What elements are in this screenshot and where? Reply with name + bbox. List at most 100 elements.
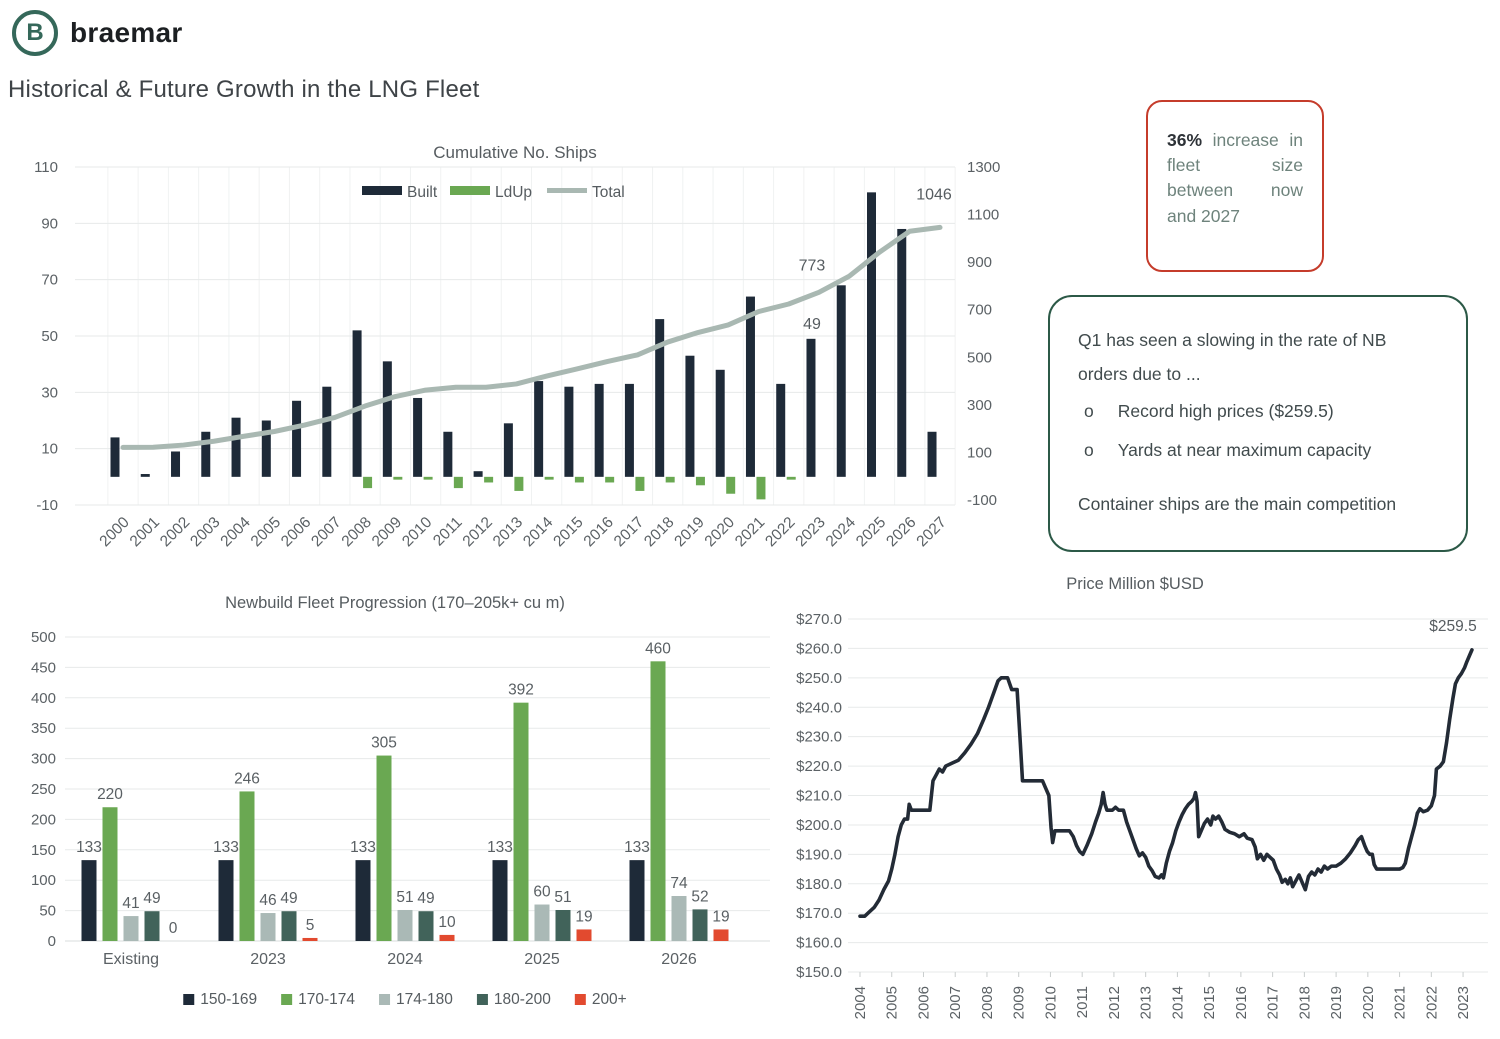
- svg-text:74: 74: [670, 875, 688, 892]
- svg-text:150-169: 150-169: [200, 991, 257, 1008]
- svg-text:2017: 2017: [1265, 986, 1282, 1019]
- svg-text:2017: 2017: [611, 514, 647, 550]
- svg-text:2009: 2009: [369, 514, 405, 550]
- nb-orders-bullet-1: Record high prices ($259.5): [1117, 401, 1334, 422]
- braemar-b-icon: B: [12, 10, 58, 56]
- svg-text:$180.0: $180.0: [796, 876, 842, 893]
- svg-text:30: 30: [41, 384, 58, 401]
- list-item: o Yards at near maximum capacity: [1084, 438, 1440, 463]
- svg-text:LdUp: LdUp: [495, 184, 532, 201]
- svg-text:2003: 2003: [187, 514, 223, 550]
- brand-header: B braemar: [12, 10, 183, 56]
- svg-text:2013: 2013: [490, 514, 526, 550]
- svg-text:49: 49: [280, 890, 297, 907]
- svg-text:2015: 2015: [550, 514, 586, 550]
- bullet-o-icon: o: [1084, 439, 1094, 460]
- x-axis-labels: Existing 2023 2024 2025 2026: [103, 951, 697, 968]
- svg-text:2008: 2008: [339, 514, 375, 550]
- svg-text:133: 133: [213, 839, 239, 856]
- svg-text:52: 52: [691, 888, 708, 905]
- svg-text:2007: 2007: [308, 514, 344, 550]
- svg-text:$170.0: $170.0: [796, 905, 842, 922]
- svg-text:2019: 2019: [1328, 986, 1345, 1019]
- svg-text:2025: 2025: [853, 514, 889, 550]
- svg-text:174-180: 174-180: [396, 991, 453, 1008]
- svg-text:41: 41: [122, 895, 139, 912]
- page-title: Historical & Future Growth in the LNG Fl…: [8, 76, 480, 103]
- svg-text:2025: 2025: [524, 951, 560, 968]
- svg-text:150: 150: [31, 842, 56, 859]
- svg-text:51: 51: [396, 889, 413, 906]
- svg-text:2020: 2020: [1360, 986, 1377, 1019]
- svg-text:2016: 2016: [1233, 986, 1250, 1019]
- svg-text:133: 133: [624, 839, 650, 856]
- svg-text:5: 5: [306, 917, 315, 934]
- svg-text:$270.0: $270.0: [796, 611, 842, 628]
- svg-text:2006: 2006: [915, 986, 932, 1019]
- svg-text:2015: 2015: [1201, 986, 1218, 1019]
- svg-text:$210.0: $210.0: [796, 788, 842, 805]
- svg-text:500: 500: [967, 349, 992, 366]
- svg-text:305: 305: [371, 735, 397, 752]
- bars-180-200: 49 49 49 51 52: [143, 888, 709, 941]
- svg-text:2024: 2024: [823, 514, 860, 551]
- svg-text:2020: 2020: [702, 514, 739, 551]
- nb-orders-bullet-list: o Record high prices ($259.5) o Yards at…: [1084, 399, 1440, 463]
- svg-text:700: 700: [967, 302, 992, 319]
- svg-text:300: 300: [31, 751, 56, 768]
- braemar-b-letter: B: [26, 19, 44, 46]
- svg-text:300: 300: [967, 397, 992, 414]
- svg-text:2022: 2022: [762, 514, 798, 550]
- svg-text:200: 200: [31, 811, 56, 828]
- svg-text:133: 133: [487, 839, 513, 856]
- svg-text:2024: 2024: [387, 951, 423, 968]
- svg-text:2006: 2006: [278, 514, 314, 550]
- svg-text:0: 0: [169, 920, 178, 937]
- svg-text:133: 133: [76, 839, 102, 856]
- svg-text:350: 350: [31, 720, 56, 737]
- svg-text:19: 19: [712, 908, 729, 925]
- svg-text:1300: 1300: [967, 159, 1000, 176]
- svg-text:2000: 2000: [96, 514, 133, 551]
- svg-text:2023: 2023: [792, 514, 828, 550]
- svg-text:10: 10: [438, 914, 456, 931]
- svg-text:19: 19: [575, 908, 592, 925]
- chart-title: Cumulative No. Ships: [433, 143, 596, 162]
- svg-text:$240.0: $240.0: [796, 699, 842, 716]
- svg-text:$190.0: $190.0: [796, 846, 842, 863]
- svg-text:$260.0: $260.0: [796, 640, 842, 657]
- svg-text:49: 49: [143, 890, 160, 907]
- cumulative-ships-chart: 110 90 70 50 30 10 -10 1300 1100 900 700 500 300 100 -…: [34, 143, 1000, 551]
- nb-orders-footer: Container ships are the main competition: [1078, 494, 1397, 514]
- gridlines: [75, 166, 956, 506]
- svg-text:10: 10: [41, 441, 58, 458]
- svg-text:$160.0: $160.0: [796, 935, 842, 952]
- svg-text:1046: 1046: [916, 186, 952, 203]
- svg-text:2023: 2023: [250, 951, 286, 968]
- svg-text:Built: Built: [407, 184, 438, 201]
- svg-text:2022: 2022: [1423, 986, 1440, 1019]
- svg-text:-10: -10: [36, 497, 58, 514]
- svg-text:0: 0: [48, 933, 56, 950]
- svg-text:70: 70: [41, 272, 58, 289]
- svg-text:Total: Total: [592, 184, 625, 201]
- svg-text:2021: 2021: [732, 514, 768, 550]
- svg-text:$220.0: $220.0: [796, 758, 842, 775]
- svg-text:90: 90: [41, 215, 58, 232]
- svg-text:49: 49: [803, 316, 821, 333]
- price-chart: Price Million $USD $270.0 $260.0 $250.0 $240…: [796, 575, 1488, 1019]
- svg-text:200+: 200+: [592, 991, 627, 1008]
- bars-200+: 0 5 10 19 19: [169, 908, 730, 941]
- svg-text:100: 100: [31, 872, 56, 889]
- svg-text:2026: 2026: [883, 514, 919, 550]
- svg-text:2019: 2019: [671, 514, 707, 550]
- svg-text:170-174: 170-174: [298, 991, 355, 1008]
- svg-text:2007: 2007: [947, 986, 964, 1019]
- svg-text:2027: 2027: [913, 514, 949, 550]
- svg-text:50: 50: [41, 328, 58, 345]
- svg-text:2005: 2005: [248, 514, 284, 550]
- svg-text:900: 900: [967, 254, 992, 271]
- price-line: [858, 648, 1474, 918]
